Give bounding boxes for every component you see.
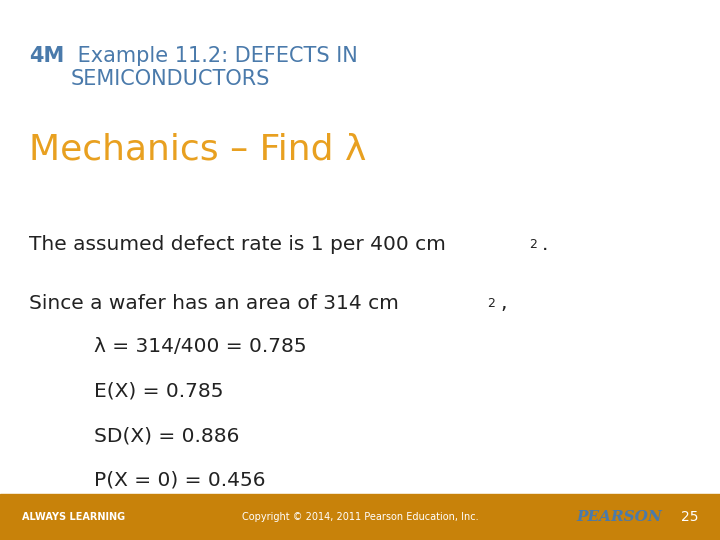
Text: 2: 2 bbox=[487, 297, 495, 310]
Text: ,: , bbox=[500, 294, 507, 313]
Text: 2: 2 bbox=[529, 238, 537, 251]
Text: 4M: 4M bbox=[29, 46, 64, 66]
Text: ALWAYS LEARNING: ALWAYS LEARNING bbox=[22, 512, 125, 522]
Text: Mechanics – Find λ: Mechanics – Find λ bbox=[29, 132, 366, 166]
Text: λ = 314/400 = 0.785: λ = 314/400 = 0.785 bbox=[94, 338, 306, 356]
Text: Copyright © 2014, 2011 Pearson Education, Inc.: Copyright © 2014, 2011 Pearson Education… bbox=[242, 512, 478, 522]
Text: The assumed defect rate is 1 per 400 cm: The assumed defect rate is 1 per 400 cm bbox=[29, 235, 446, 254]
Text: SD(X) = 0.886: SD(X) = 0.886 bbox=[94, 426, 239, 445]
Text: E(X) = 0.785: E(X) = 0.785 bbox=[94, 382, 223, 401]
Bar bbox=[0, 494, 720, 540]
Text: .: . bbox=[542, 235, 549, 254]
Text: 25: 25 bbox=[681, 510, 698, 524]
Text: PEARSON: PEARSON bbox=[576, 510, 662, 524]
Text: Example 11.2: DEFECTS IN
SEMICONDUCTORS: Example 11.2: DEFECTS IN SEMICONDUCTORS bbox=[71, 46, 357, 89]
Text: Since a wafer has an area of 314 cm: Since a wafer has an area of 314 cm bbox=[29, 294, 399, 313]
Text: P(X = 0) = 0.456: P(X = 0) = 0.456 bbox=[94, 470, 265, 489]
